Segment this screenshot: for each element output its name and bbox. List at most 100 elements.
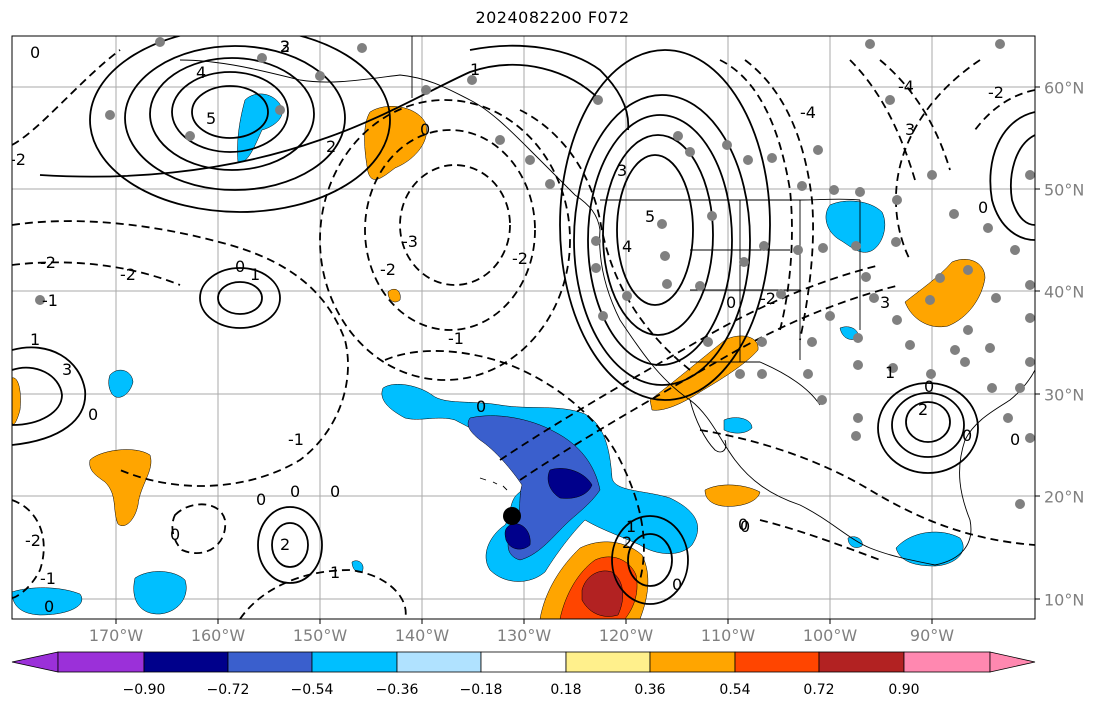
colorbar-segment [396, 651, 482, 673]
contour-label: 4 [622, 237, 632, 256]
map-title: 2024082200 F072 [475, 8, 630, 27]
contour-zonal-2 [469, 44, 630, 131]
lat-label: 30°N [1044, 385, 1085, 405]
contour-label: 3 [617, 161, 627, 180]
colorbar-tick-label: −0.36 [375, 682, 419, 698]
colorbar-segment [818, 651, 905, 673]
contour-label: 0 [740, 517, 750, 536]
lat-label: 20°N [1044, 487, 1085, 507]
colorbar-segment [903, 651, 991, 673]
contour-label: 3 [280, 37, 290, 56]
colorbar-min-arrow [11, 651, 59, 673]
colorbar-tick-label: 0.36 [634, 682, 666, 698]
shade-pos-mex [704, 484, 761, 507]
colorbar-tick-label: −0.90 [122, 682, 166, 698]
lat-label: 10°N [1044, 590, 1085, 610]
contour-label: -2 [25, 531, 41, 550]
contour-label: 3 [62, 360, 72, 379]
contour-cpac-2 [199, 267, 281, 329]
contour-cpac-1 [217, 281, 263, 315]
contour-label: -2 [512, 249, 528, 268]
contour-neg-mid-1 [399, 164, 511, 286]
contour-neg-mid-3 [319, 99, 571, 381]
colorbar-segment [565, 651, 651, 673]
contour-label: 1 [626, 517, 636, 536]
contour-label: 0 [978, 198, 988, 217]
contour-label: 4 [196, 63, 206, 82]
contour-west-2 [12, 366, 63, 426]
contour-alaska-5 [89, 36, 391, 213]
contour-label: 0 [476, 397, 486, 416]
contour-neg-south [239, 569, 407, 619]
contour-east-2 [611, 515, 689, 605]
contour-wus-2 [602, 134, 714, 336]
contour-label: 0 [738, 515, 748, 534]
lon-label: 150°W [292, 626, 348, 645]
contour-neg-front [499, 264, 881, 461]
contour-neg-cpac [384, 350, 645, 581]
contour-neg-east-2 [879, 59, 951, 171]
contour-neg-west [12, 220, 349, 487]
colorbar-segment [57, 651, 145, 673]
contour-label: -4 [800, 103, 816, 122]
lat-label: 50°N [1044, 180, 1085, 200]
coast-alaska [179, 59, 601, 231]
shade-neg-dark [547, 468, 593, 499]
station-dots [35, 37, 1035, 509]
contour-labels: 0 2 4 5 1 0 2 -2 -2 -2 -1 0 1 -2 -3 -2 -… [10, 37, 1020, 616]
contour-label: 0 [924, 377, 934, 396]
contour-label: 3 [905, 120, 915, 139]
shade-pos-baja [649, 335, 759, 411]
contour-alaska-4 [124, 45, 346, 191]
contour-neg-rock [719, 59, 793, 331]
lat-label: 60°N [1044, 78, 1085, 98]
contour-alaska-3 [149, 57, 315, 171]
colorbar-tick-label: 0.72 [803, 682, 835, 698]
contour-label: 5 [645, 207, 655, 226]
contour-neg-mid-2 [364, 129, 536, 331]
coast-baja [689, 399, 727, 453]
lon-ticks [115, 619, 933, 624]
contour-gulf-2 [891, 392, 965, 458]
contour-label: 0 [170, 525, 180, 544]
shade-small-2 [133, 571, 187, 615]
contour-wus-4 [573, 94, 751, 386]
contour-label: 1 [30, 330, 40, 349]
contour-label: -2 [988, 83, 1004, 102]
contour-neg-east-4 [974, 89, 1035, 131]
lat-label: 40°N [1044, 282, 1085, 302]
contour-label: 1 [470, 60, 480, 79]
lon-label: 140°W [394, 626, 450, 645]
contour-west-1 [12, 346, 86, 446]
colorbar-tick-label: −0.18 [459, 682, 503, 698]
contour-label: -2 [380, 260, 396, 279]
colorbar-tick-label: −0.72 [206, 682, 250, 698]
contour-label: 0 [962, 426, 972, 445]
contour-wus-5 [559, 49, 771, 401]
contour-label: -3 [402, 232, 418, 251]
shade-pos-gulf [364, 106, 427, 180]
contour-label: 0 [290, 482, 300, 501]
contour-label: 0 [256, 490, 266, 509]
contour-label: -1 [40, 569, 56, 588]
storm-center-marker [503, 507, 521, 525]
lon-label: 110°W [700, 626, 756, 645]
colorbar-max-arrow [989, 651, 1036, 673]
contour-label: 1 [250, 265, 260, 284]
contour-neg-west-2 [12, 261, 181, 286]
contour-label: 0 [235, 257, 245, 276]
contour-label: 2 [622, 533, 632, 552]
contour-neg-east-3 [895, 59, 981, 261]
shade-neg-mid [467, 415, 601, 561]
contour-neg-front-2 [519, 284, 901, 481]
shade-small-3 [12, 587, 82, 616]
contour-gulf-1 [905, 401, 951, 443]
contour-alaska-1 [191, 85, 269, 139]
shade-small-1 [108, 369, 134, 398]
contour-label: -2 [40, 253, 56, 272]
border-us-mex [690, 361, 821, 406]
contour-label: -2 [10, 150, 26, 169]
contour-label: -1 [448, 329, 464, 348]
contour-label: 0 [672, 575, 682, 594]
lon-label: 100°W [802, 626, 858, 645]
